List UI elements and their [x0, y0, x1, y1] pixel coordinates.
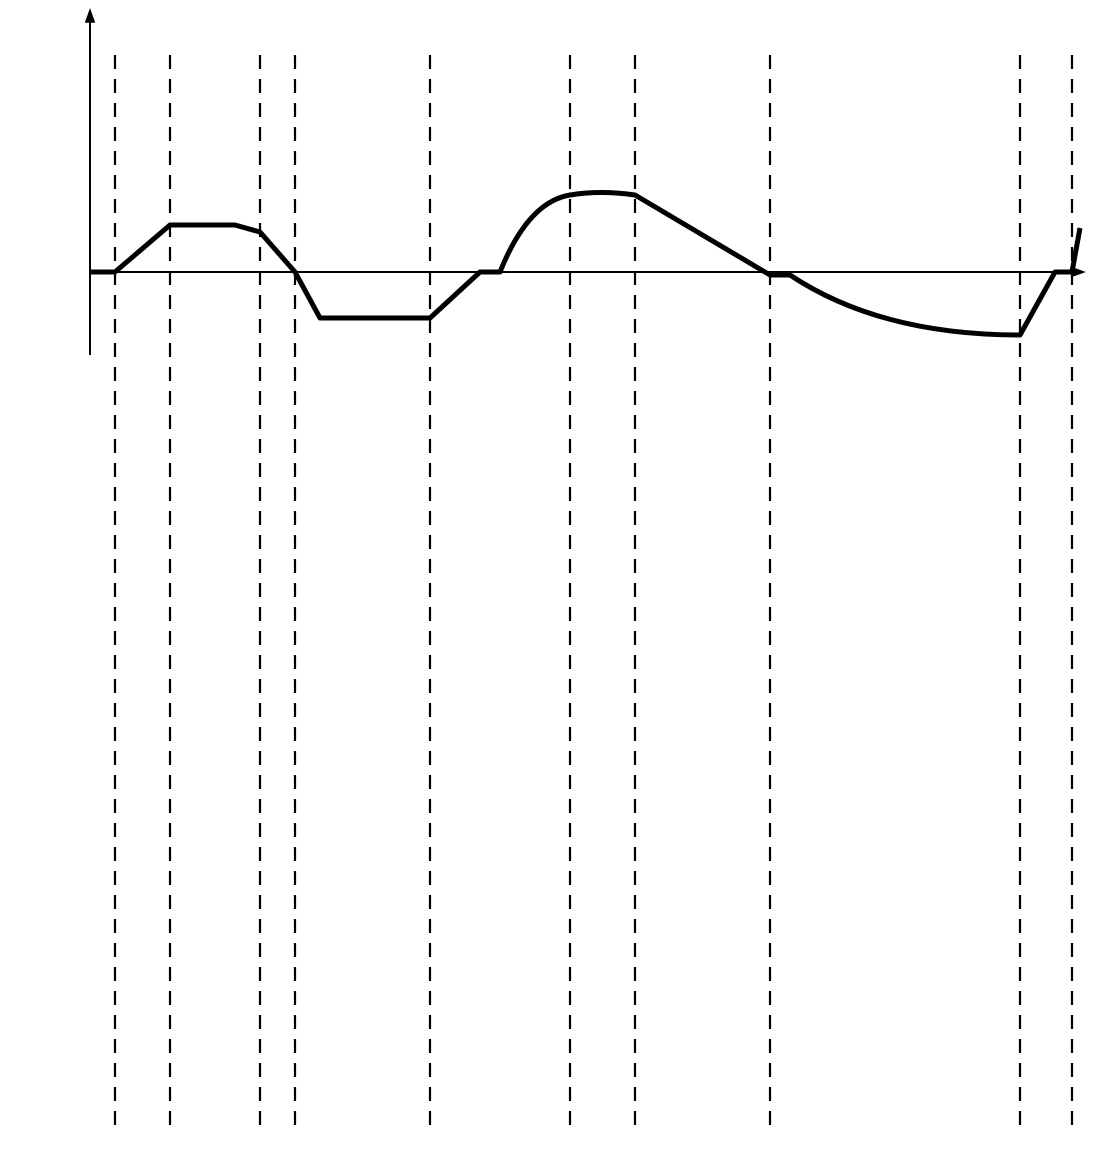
background — [0, 0, 1116, 1159]
